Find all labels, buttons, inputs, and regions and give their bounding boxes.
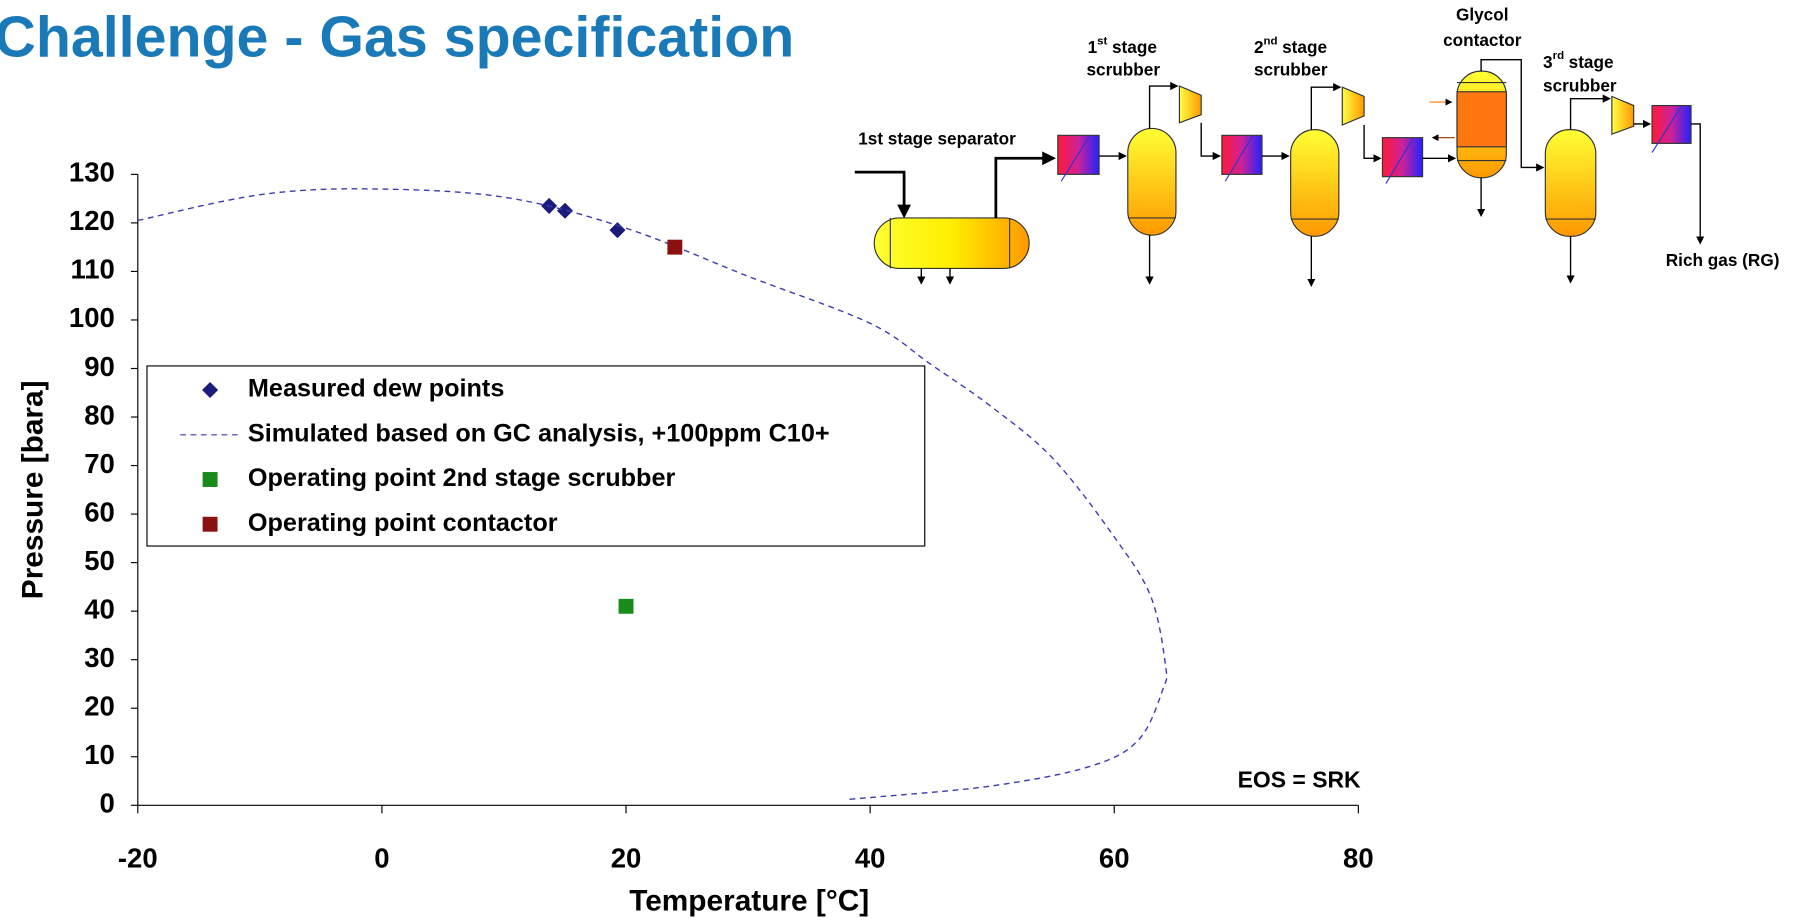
scrubber3-label: scrubber xyxy=(1543,76,1617,96)
data-point xyxy=(557,203,573,219)
y-tick-label: 30 xyxy=(84,642,115,673)
heat-exchanger xyxy=(1382,138,1422,177)
pipe xyxy=(1364,125,1380,158)
y-tick-label: 60 xyxy=(84,496,115,527)
outlet-pipe xyxy=(1691,124,1700,243)
y-axis-title: Pressure [bara] xyxy=(16,380,49,599)
annotation: EOS = SRK xyxy=(1238,766,1361,792)
legend-label: Measured dew points xyxy=(248,375,504,403)
y-tick-label: 70 xyxy=(84,448,115,479)
x-tick-label: 40 xyxy=(855,843,886,874)
heat-exchanger xyxy=(1222,135,1262,174)
inlet-pipe xyxy=(855,172,904,216)
scrubber xyxy=(1128,128,1176,235)
x-axis-title: Temperature [°C] xyxy=(629,885,869,918)
scrubber2-label: scrubber xyxy=(1254,60,1328,80)
y-tick-label: 110 xyxy=(70,254,114,285)
x-tick-label: 20 xyxy=(611,843,642,874)
data-point xyxy=(667,240,682,255)
x-tick-label: -20 xyxy=(118,843,158,874)
label-sup: nd xyxy=(1264,35,1278,47)
legend-label: Operating point 2nd stage scrubber xyxy=(248,464,676,492)
compressor xyxy=(1179,86,1201,123)
label-part: stage xyxy=(1282,37,1327,57)
pipe xyxy=(1150,86,1178,128)
legend-marker xyxy=(203,472,218,487)
label-part: stage xyxy=(1569,52,1614,72)
y-tick-label: 0 xyxy=(100,788,115,819)
x-tick-label: 60 xyxy=(1099,843,1130,874)
separator-label: 1st stage separator xyxy=(858,128,1016,148)
compressor xyxy=(1612,96,1634,134)
y-tick-label: 80 xyxy=(84,399,115,430)
label-sup: rd xyxy=(1553,50,1564,62)
legend: Measured dew points Simulated based on GC… xyxy=(147,366,925,546)
legend-label: Operating point contactor xyxy=(248,509,558,537)
y-tick-label: 20 xyxy=(84,690,115,721)
scrubber xyxy=(1291,130,1339,237)
label-part: 3 xyxy=(1543,52,1553,72)
label-part: stage xyxy=(1112,37,1157,57)
data-point xyxy=(619,599,634,614)
y-tick-label: 40 xyxy=(84,593,115,624)
pipe xyxy=(1311,87,1340,129)
contactor-label: contactor xyxy=(1443,30,1522,50)
separator xyxy=(874,218,1029,268)
heat-exchanger xyxy=(1652,106,1691,144)
pipe xyxy=(1201,123,1219,156)
slide-title: Challenge - Gas specification xyxy=(0,5,794,69)
gas-pipe xyxy=(996,158,1053,218)
label-part: 2 xyxy=(1254,37,1264,57)
pipe xyxy=(1571,99,1610,130)
y-tick-label: 120 xyxy=(69,205,115,236)
scrubber xyxy=(1545,130,1595,237)
y-tick-label: 130 xyxy=(69,157,115,188)
scrubber1-label: scrubber xyxy=(1086,60,1160,80)
y-tick-label: 50 xyxy=(84,545,115,576)
contactor-section xyxy=(1457,92,1506,147)
chart: Temperature [°C] Pressure [bara] EOS = S… xyxy=(16,157,1373,918)
legend-marker xyxy=(203,517,218,532)
label-part: 1 xyxy=(1088,37,1098,57)
y-tick-label: 10 xyxy=(84,739,115,770)
x-tick-label: 80 xyxy=(1343,843,1374,874)
data-point xyxy=(609,222,625,238)
y-tick-label: 100 xyxy=(69,302,115,333)
x-tick-label: 0 xyxy=(374,843,389,874)
label-sup: st xyxy=(1097,35,1107,47)
compressor xyxy=(1342,87,1364,125)
slide: Challenge - Gas specification 1st stage … xyxy=(0,0,1799,920)
outlet-label: Rich gas (RG) xyxy=(1666,250,1780,270)
y-tick-label: 90 xyxy=(84,351,115,382)
heat-exchanger xyxy=(1058,135,1099,174)
legend-label: Simulated based on GC analysis, +100ppm … xyxy=(248,419,830,447)
contactor-label: Glycol xyxy=(1456,5,1509,25)
